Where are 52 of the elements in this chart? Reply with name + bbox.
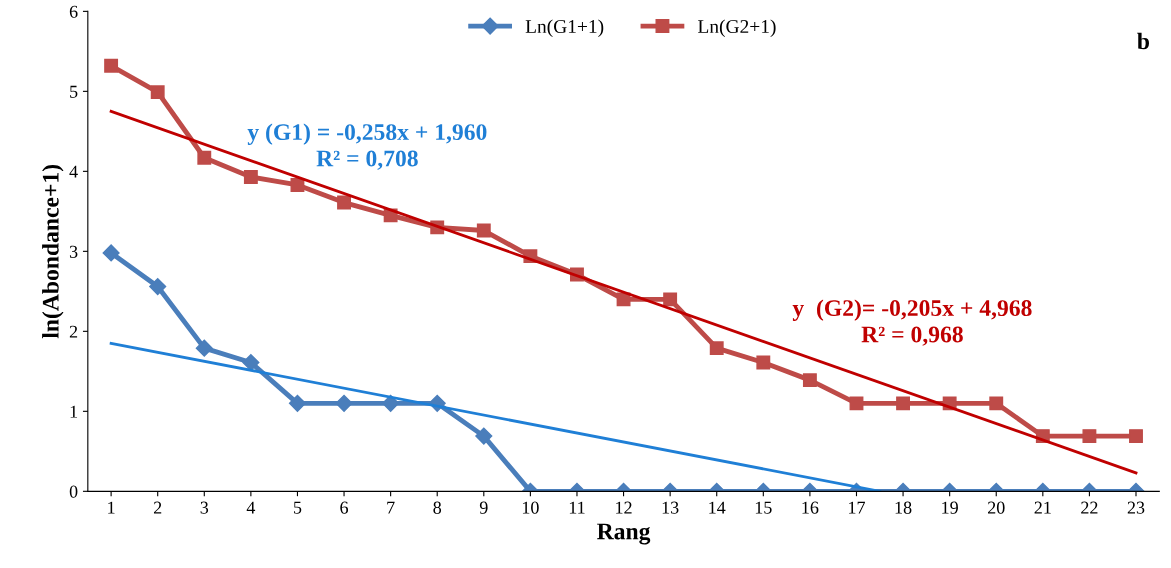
x-tick-label: 5 [294, 501, 302, 514]
x-tick-label: 2 [153, 501, 162, 514]
y-tick-label: 6 [69, 5, 78, 18]
x-tick-label: 6 [340, 501, 349, 514]
y-axis-title: ln(Abondance+1) [42, 164, 64, 339]
x-tick-label: 20 [988, 501, 1005, 514]
x-tick-label: 22 [1081, 501, 1098, 514]
point [102, 244, 120, 262]
x-tick-label: 18 [895, 501, 912, 514]
point [195, 339, 213, 357]
point [335, 394, 353, 412]
x-tick-label: 10 [522, 501, 539, 514]
point [616, 292, 631, 307]
x-tick-label: 15 [755, 501, 772, 514]
legend-label: Ln(G1+1) [525, 19, 604, 38]
y-tick-label: 4 [69, 165, 78, 178]
annotation: y (G2)= -0,205x + 4,968 R² = 0,968 [792, 299, 1032, 346]
legend-label: Ln(G2+1) [698, 19, 776, 38]
annotation: b [1137, 32, 1150, 50]
point [382, 394, 400, 412]
y-tick-label: 5 [70, 85, 78, 98]
x-tick-label: 11 [569, 501, 585, 514]
y-tick-label: 2 [69, 325, 78, 338]
point [149, 277, 167, 296]
point [476, 223, 491, 238]
point [663, 292, 678, 307]
point [337, 195, 351, 210]
x-tick-label: 9 [479, 501, 488, 514]
x-axis-title: Rang [597, 523, 651, 545]
x-tick-label: 4 [246, 501, 256, 514]
y-tick-label: 1 [70, 405, 78, 418]
annotation: y (G1) = -0,258x + 1,960 R² = 0,708 [247, 123, 487, 170]
point [288, 394, 307, 412]
point [242, 353, 260, 372]
point [709, 341, 724, 356]
x-tick-label: 12 [616, 501, 632, 514]
x-tick-label: 21 [1034, 501, 1051, 514]
x-tick-label: 17 [849, 501, 865, 514]
point [197, 150, 212, 165]
x-tick-label: 1 [108, 501, 115, 514]
x-tick-label: 3 [200, 501, 209, 514]
point [756, 355, 771, 370]
y-tick-label: 3 [69, 245, 78, 258]
x-tick-label: 23 [1127, 501, 1145, 514]
y-tick-label: 0 [69, 485, 78, 498]
x-tick-label: 14 [709, 501, 726, 514]
x-tick-label: 8 [433, 501, 442, 514]
x-tick-label: 7 [387, 501, 395, 514]
x-tick-label: 13 [662, 501, 679, 514]
x-tick-label: 19 [942, 501, 958, 514]
point [243, 170, 258, 184]
x-tick-label: 16 [802, 501, 819, 514]
